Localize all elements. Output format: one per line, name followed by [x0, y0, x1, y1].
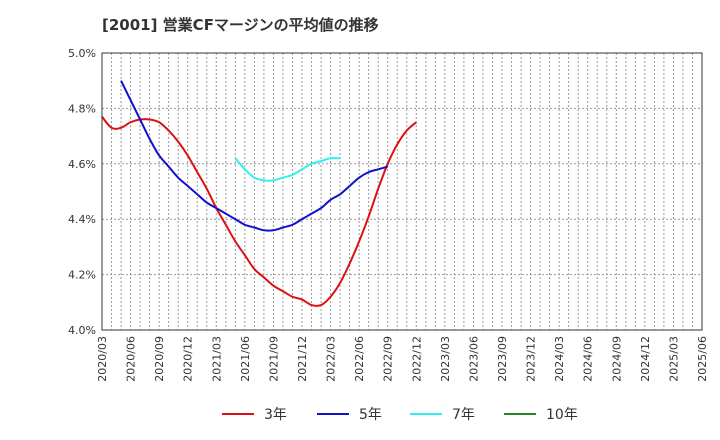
- x-tick-label: 2021/06: [239, 336, 252, 382]
- legend-item-5年: 5年: [317, 407, 382, 423]
- x-tick-label: 2024/12: [639, 336, 652, 382]
- x-tick-label: 2023/09: [496, 336, 509, 382]
- x-tick-label: 2022/03: [325, 336, 338, 382]
- x-tick-label: 2021/12: [296, 336, 309, 382]
- x-tick-label: 2025/06: [696, 336, 709, 382]
- legend-label: 5年: [359, 407, 382, 423]
- x-axis: 2020/03 2020/06 2020/09 2020/12 2021/03 2021/…: [96, 336, 709, 382]
- x-tick-label: 2022/09: [382, 336, 395, 382]
- series-line-7年: [234, 157, 341, 182]
- series-line-5年: [120, 80, 388, 232]
- y-tick-label: 4.2%: [68, 269, 96, 282]
- y-tick-label: 4.8%: [68, 102, 96, 115]
- y-axis: 4.0% 4.2% 4.4% 4.6% 4.8% 5.0%: [68, 47, 96, 337]
- series-lines: [101, 80, 417, 307]
- legend-item-7年: 7年: [410, 407, 475, 423]
- legend-item-10年: 10年: [504, 407, 578, 423]
- x-tick-label: 2020/12: [182, 336, 195, 382]
- x-tick-label: 2021/03: [210, 336, 223, 382]
- x-tick-label: 2020/09: [153, 336, 166, 382]
- x-tick-label: 2024/06: [582, 336, 595, 382]
- legend-label: 3年: [264, 407, 287, 423]
- series-line-3年: [101, 116, 417, 307]
- legend-item-3年: 3年: [222, 407, 287, 423]
- chart-title: [2001] 営業CFマージンの平均値の推移: [102, 16, 379, 34]
- x-tick-label: 2022/12: [410, 336, 423, 382]
- x-tick-label: 2020/03: [96, 336, 109, 382]
- grid: [101, 52, 703, 331]
- x-tick-label: 2023/06: [467, 336, 480, 382]
- x-tick-label: 2021/09: [267, 336, 280, 382]
- x-tick-label: 2024/03: [553, 336, 566, 382]
- legend-label: 7年: [452, 407, 475, 423]
- y-tick-label: 4.0%: [68, 324, 96, 337]
- legend-label: 10年: [546, 407, 578, 423]
- x-tick-label: 2023/12: [525, 336, 538, 382]
- x-tick-label: 2024/09: [610, 336, 623, 382]
- x-tick-label: 2020/06: [125, 336, 138, 382]
- y-tick-label: 4.4%: [68, 213, 96, 226]
- x-tick-label: 2025/03: [667, 336, 680, 382]
- y-tick-label: 5.0%: [68, 47, 96, 60]
- plot-frame: [101, 52, 703, 331]
- x-tick-label: 2022/06: [353, 336, 366, 382]
- legend: 3年 5年 7年 10年: [222, 407, 578, 423]
- y-tick-label: 4.6%: [68, 158, 96, 171]
- x-tick-label: 2023/03: [439, 336, 452, 382]
